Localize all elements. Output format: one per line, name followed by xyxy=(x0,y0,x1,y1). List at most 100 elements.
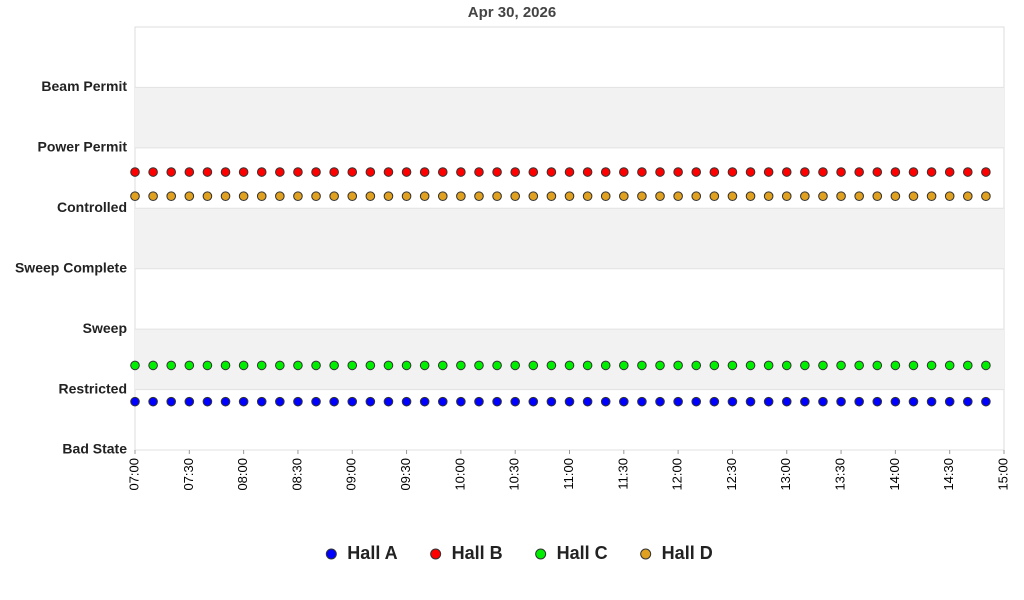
point xyxy=(510,360,520,371)
point xyxy=(437,167,448,177)
point xyxy=(818,167,828,177)
point xyxy=(130,167,140,177)
point xyxy=(311,396,321,407)
x-tick-label: 11:30 xyxy=(615,458,630,490)
band xyxy=(135,329,1004,390)
point xyxy=(600,360,611,371)
point xyxy=(745,167,756,177)
point xyxy=(184,191,195,201)
point xyxy=(148,360,158,371)
point xyxy=(256,167,267,177)
point xyxy=(365,360,376,371)
point xyxy=(691,191,702,201)
point xyxy=(311,360,321,371)
point xyxy=(908,191,919,201)
y-tick-label: Sweep Complete xyxy=(15,259,127,275)
point xyxy=(908,167,919,177)
x-tick-label: 08:30 xyxy=(289,458,304,491)
point xyxy=(546,191,557,201)
point xyxy=(220,191,231,201)
point xyxy=(836,396,846,407)
point xyxy=(655,360,665,371)
point xyxy=(220,360,231,371)
point xyxy=(528,396,539,407)
point xyxy=(329,167,339,177)
point xyxy=(872,191,883,201)
point xyxy=(981,396,991,407)
point xyxy=(727,360,738,371)
point xyxy=(763,191,774,201)
point xyxy=(474,396,484,407)
point xyxy=(528,191,539,201)
point xyxy=(582,167,593,177)
point xyxy=(800,167,810,177)
legend-item: Hall C xyxy=(535,543,608,563)
point xyxy=(130,191,140,201)
point xyxy=(256,191,267,201)
point xyxy=(781,191,792,201)
point xyxy=(184,360,195,371)
point xyxy=(437,191,448,201)
point xyxy=(148,396,158,407)
point xyxy=(872,167,883,177)
point xyxy=(202,360,213,371)
point xyxy=(401,396,412,407)
point xyxy=(437,396,448,407)
point xyxy=(619,191,629,201)
point xyxy=(166,360,177,371)
point xyxy=(981,167,991,177)
point xyxy=(238,396,249,407)
point xyxy=(202,167,213,177)
point xyxy=(926,360,937,371)
point xyxy=(890,191,901,201)
point xyxy=(854,360,864,371)
point xyxy=(944,191,955,201)
point xyxy=(944,396,955,407)
x-tick-label: 10:00 xyxy=(452,458,467,491)
point xyxy=(854,167,864,177)
point xyxy=(709,167,720,177)
y-tick-label: Sweep xyxy=(83,320,127,336)
point xyxy=(238,167,249,177)
point xyxy=(836,360,846,371)
point xyxy=(637,360,647,371)
point xyxy=(926,167,937,177)
point xyxy=(383,396,394,407)
point xyxy=(981,191,991,201)
y-tick-label: Power Permit xyxy=(38,139,128,155)
point xyxy=(329,191,339,201)
point xyxy=(691,396,702,407)
point xyxy=(637,396,647,407)
legend-marker xyxy=(325,548,337,560)
point xyxy=(637,167,647,177)
point xyxy=(745,191,756,201)
point xyxy=(419,167,430,177)
point xyxy=(872,360,883,371)
y-tick-label: Restricted xyxy=(59,380,127,396)
point xyxy=(763,167,774,177)
x-tick-label: 13:00 xyxy=(778,458,793,491)
point xyxy=(130,396,140,407)
x-tick-label: 07:00 xyxy=(126,458,141,491)
point xyxy=(926,396,937,407)
point xyxy=(564,360,575,371)
x-tick-label: 09:30 xyxy=(398,458,413,491)
legend-label: Hall B xyxy=(452,543,503,563)
point xyxy=(926,191,937,201)
point xyxy=(582,191,593,201)
point xyxy=(347,191,358,201)
point xyxy=(383,191,394,201)
point xyxy=(365,191,376,201)
point xyxy=(492,191,502,201)
point xyxy=(655,191,665,201)
x-tick-label: 08:00 xyxy=(235,458,250,491)
point xyxy=(854,191,864,201)
point xyxy=(546,360,557,371)
point xyxy=(800,396,810,407)
point xyxy=(456,360,466,371)
point xyxy=(293,167,303,177)
point xyxy=(962,360,973,371)
chart-title: Apr 30, 2026 xyxy=(468,4,556,21)
point xyxy=(492,167,502,177)
point xyxy=(220,396,231,407)
